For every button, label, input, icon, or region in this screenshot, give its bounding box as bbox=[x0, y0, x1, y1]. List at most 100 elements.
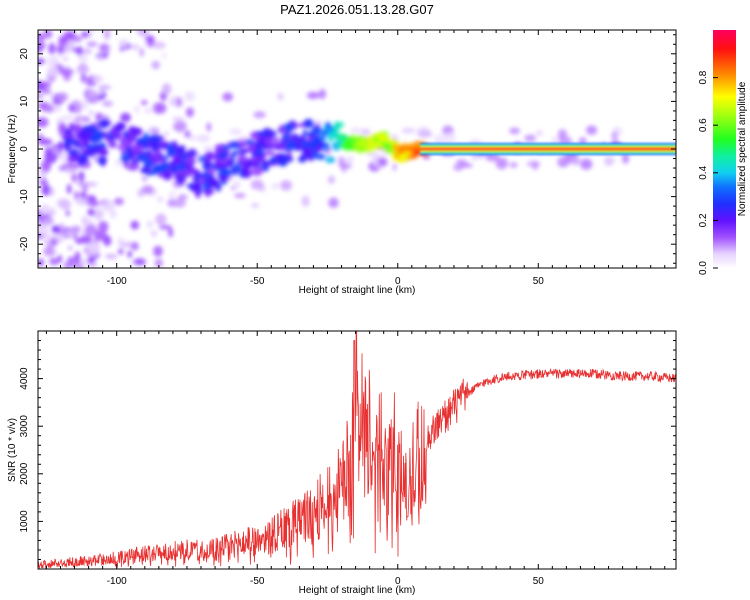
spectrogram-noise-blob bbox=[48, 42, 56, 55]
spectrogram-ridge-blob bbox=[187, 148, 198, 158]
spectrogram-ridge-blob bbox=[239, 161, 248, 167]
spectrogram-noise-blob bbox=[46, 65, 59, 77]
colorbar-ticks bbox=[713, 77, 718, 269]
spectrogram-noise-blob bbox=[169, 190, 176, 199]
spectrogram-noise-blob bbox=[118, 39, 129, 48]
spectrogram-noise-blob bbox=[311, 120, 323, 127]
snr-frame bbox=[37, 330, 677, 570]
spectrogram-noise-blob bbox=[139, 47, 144, 57]
spectrogram-noise-blob bbox=[80, 62, 87, 73]
spectrogram-noise-blob bbox=[144, 107, 152, 114]
spectrogram-xtick-label: -100 bbox=[107, 276, 127, 287]
spectrogram-marks bbox=[38, 30, 676, 268]
spectrogram-noise-blob bbox=[168, 228, 174, 238]
spectrogram-ridge-blob bbox=[177, 177, 182, 185]
spectrogram-noise-blob bbox=[105, 253, 118, 260]
spectrogram-noise-blob bbox=[81, 215, 88, 226]
spectrogram-noise-blob bbox=[90, 211, 95, 216]
spectrogram-ridge-blob bbox=[251, 166, 263, 177]
spectrogram-ridge-blob bbox=[310, 128, 321, 136]
spectrogram-noise-blob bbox=[119, 46, 124, 52]
spectrogram-noise-blob bbox=[38, 33, 46, 41]
spectrogram-noise-blob bbox=[73, 232, 78, 242]
spectrogram-ridge-blob bbox=[128, 125, 136, 135]
spectrogram-noise-blob bbox=[131, 44, 139, 50]
spectrogram-noise-blob bbox=[49, 257, 60, 266]
spectrogram-noise-blob bbox=[557, 156, 569, 168]
spectrogram-noise-blob bbox=[222, 92, 234, 102]
spectrogram-ridge-blob bbox=[136, 154, 149, 162]
snr-ticks bbox=[38, 331, 676, 569]
spectrogram-noise-blob bbox=[95, 91, 103, 96]
spectrogram-ridge-blob bbox=[162, 170, 173, 181]
spectrogram-ridge-blob bbox=[234, 162, 241, 173]
colorbar-tick-label: 0.0 bbox=[698, 261, 709, 275]
spectrogram-ridge-blob bbox=[149, 140, 161, 149]
spectrogram-ridge-blob bbox=[319, 129, 330, 136]
spectrogram-noise-blob bbox=[98, 84, 111, 90]
chart-title: PAZ1.2026.051.13.28.G07 bbox=[280, 2, 434, 17]
spectrogram-ridge-blob bbox=[73, 139, 80, 148]
spectrogram-noise-blob bbox=[65, 167, 77, 174]
spectrogram-noise-blob bbox=[203, 146, 214, 151]
spectrogram-ridge-blob bbox=[115, 121, 126, 132]
spectrogram-ridge-blob bbox=[161, 161, 170, 172]
spectrogram-noise-blob bbox=[117, 248, 124, 255]
spectrogram-ridge-blob bbox=[185, 170, 193, 177]
spectrogram-noise-blob bbox=[43, 231, 51, 244]
spectrogram-noise-blob bbox=[86, 241, 101, 254]
snr-xtick-label: -100 bbox=[107, 576, 127, 587]
spectrogram-noise-blob bbox=[70, 225, 82, 233]
spectrogram-noise-blob bbox=[442, 132, 456, 143]
spectrogram-ridge-blob bbox=[292, 145, 305, 150]
spectrogram-noise-blob bbox=[56, 92, 69, 102]
spectrogram-ridge-blob bbox=[205, 188, 211, 198]
spectrogram-ridge-blob bbox=[152, 153, 160, 161]
spectrogram-noise-blob bbox=[580, 158, 593, 170]
snr-plot-area bbox=[38, 331, 676, 569]
spectrogram-noise-blob bbox=[83, 182, 98, 187]
spectrogram-noise-blob bbox=[280, 180, 293, 191]
spectrogram-noise-blob bbox=[185, 107, 194, 118]
spectrogram-noise-blob bbox=[622, 153, 630, 164]
spectrogram-noise-blob bbox=[509, 127, 521, 135]
spectrogram-noise-blob bbox=[94, 230, 101, 239]
spectrogram-noise-blob bbox=[78, 171, 85, 182]
colorbar-tick-label: 0.8 bbox=[698, 70, 709, 84]
spectrogram-ridge-blob bbox=[158, 141, 168, 146]
spectrogram-ridge-blob bbox=[365, 138, 370, 145]
spectrogram-ridge-blob bbox=[344, 138, 352, 149]
spectrogram-ridge-blob bbox=[120, 153, 131, 163]
spectrogram-noise-blob bbox=[184, 130, 191, 138]
spectrogram-ridge-blob bbox=[293, 135, 300, 140]
spectrogram-noise-blob bbox=[155, 213, 167, 226]
spectrogram-ridge-blob bbox=[402, 152, 408, 160]
spectrogram-ridge-blob bbox=[250, 155, 259, 164]
spectrogram-noise-blob bbox=[57, 39, 70, 47]
spectrogram-ytick-label: -10 bbox=[19, 189, 30, 204]
spectrogram-noise-blob bbox=[338, 156, 345, 167]
spectrogram-xtick-label: 50 bbox=[533, 276, 545, 287]
spectrogram-ridge-blob bbox=[238, 153, 246, 164]
spectrogram-noise-blob bbox=[102, 100, 114, 107]
snr-ytick-label: 3000 bbox=[19, 415, 30, 438]
spectrogram-ridge-blob bbox=[63, 128, 73, 135]
spectrogram-ridge-blob bbox=[130, 144, 143, 154]
spectrogram-noise-blob bbox=[93, 208, 104, 221]
spectrogram-noise-blob bbox=[86, 41, 98, 47]
spectrogram-noise-blob bbox=[233, 180, 241, 190]
spectrogram-ridge-blob bbox=[222, 145, 232, 150]
spectrogram-noise-blob bbox=[94, 152, 100, 164]
spectrogram-ridge-blob bbox=[215, 151, 220, 162]
spectrogram-noise-blob bbox=[96, 54, 104, 61]
spectrogram-noise-blob bbox=[161, 83, 172, 95]
spectrogram-ridge-blob bbox=[227, 161, 234, 167]
spectrogram-noise-blob bbox=[87, 262, 98, 268]
spectrogram-ridge-blob bbox=[237, 140, 247, 148]
spectrogram-noise-blob bbox=[126, 161, 140, 171]
spectrogram-ridge-blob bbox=[98, 156, 106, 165]
spectrogram-noise-blob bbox=[38, 117, 49, 128]
spectrogram-ridge-blob bbox=[357, 138, 369, 147]
spectrogram-noise-blob bbox=[318, 88, 326, 100]
spectrogram-ridge-blob bbox=[266, 130, 277, 137]
